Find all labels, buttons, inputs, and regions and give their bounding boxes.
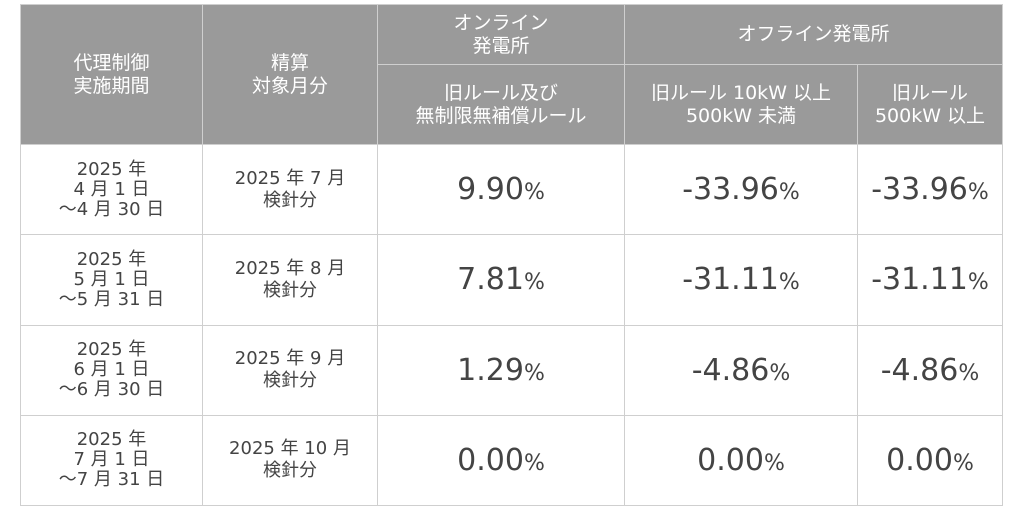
percent-unit: % (523, 270, 545, 296)
period-end: ～5 月 31 日 (58, 288, 165, 310)
billing-month-cell: 2025 年 7 月 検針分 (202, 143, 378, 236)
curtailment-rate-table-container: 代理制御 実施期間 精算 対象月分 オンライン 発電所 オフライン発電所 旧ルー… (20, 4, 1004, 507)
offline-small-rate-value: -4.86 (691, 352, 770, 388)
offline-small-rate-value: -31.11 (682, 262, 779, 298)
header-old-rule-500kw-plus: 旧ルール 500kW 以上 (856, 64, 1004, 145)
table-row: 2025 年 5 月 1 日 ～5 月 31 日 2025 年 8 月 検針分 … (20, 234, 1004, 326)
header-billing-month: 精算 対象月分 (202, 4, 378, 145)
header-col5-line-1: 旧ルール (892, 81, 969, 104)
offline-small-rate-value: -33.96 (682, 172, 779, 208)
billing-month: 2025 年 10 月 (229, 438, 351, 460)
offline-large-rate-value: 0.00 (886, 442, 953, 478)
percent-unit: % (952, 450, 974, 476)
header-old-rule-10kw-500kw: 旧ルール 10kW 以上 500kW 未満 (624, 64, 858, 145)
online-rate-value: 9.90 (457, 172, 524, 208)
online-rate-cell: 7.81% (377, 234, 625, 326)
period-cell: 2025 年 5 月 1 日 ～5 月 31 日 (20, 234, 203, 326)
billing-month-suffix: 検針分 (263, 279, 317, 301)
offline-small-rate-cell: 0.00% (624, 414, 858, 507)
period-cell: 2025 年 6 月 1 日 ～6 月 30 日 (20, 324, 203, 416)
offline-small-rate-cell: -4.86% (624, 324, 858, 416)
offline-large-rate-cell: 0.00% (856, 414, 1004, 507)
header-billing-month-line-1: 精算 (270, 51, 309, 74)
offline-large-rate-cell: -4.86% (856, 324, 1004, 416)
header-online-line-1: オンライン (453, 11, 549, 34)
period-year: 2025 年 (76, 158, 147, 180)
header-period-line-1: 代理制御 (73, 51, 150, 74)
table-row: 2025 年 6 月 1 日 ～6 月 30 日 2025 年 9 月 検針分 … (20, 324, 1004, 416)
billing-month-cell: 2025 年 9 月 検針分 (202, 324, 378, 416)
offline-large-rate-value: -4.86 (880, 352, 959, 388)
header-online-group: オンライン 発電所 (377, 4, 625, 65)
offline-large-rate-cell: -33.96% (856, 143, 1004, 236)
offline-large-rate-cell: -31.11% (856, 234, 1004, 326)
online-rate-cell: 1.29% (377, 324, 625, 416)
header-billing-month-line-2: 対象月分 (251, 74, 328, 97)
header-col5-line-2: 500kW 以上 (874, 104, 986, 127)
header-old-and-unlimited-rule: 旧ルール及び 無制限無補償ルール (377, 64, 625, 145)
online-rate-value: 1.29 (457, 352, 524, 388)
period-cell: 2025 年 4 月 1 日 ～4 月 30 日 (20, 143, 203, 236)
billing-month-suffix: 検針分 (263, 460, 317, 482)
percent-unit: % (958, 360, 980, 386)
billing-month-suffix: 検針分 (263, 189, 317, 211)
percent-unit: % (778, 180, 800, 206)
header-col3-line-2: 無制限無補償ルール (415, 104, 587, 127)
online-rate-value: 0.00 (457, 442, 524, 478)
period-end: ～4 月 30 日 (58, 198, 165, 220)
period-start: 4 月 1 日 (73, 178, 150, 200)
percent-unit: % (778, 270, 800, 296)
header-col4-line-1: 旧ルール 10kW 以上 (650, 81, 832, 104)
period-year: 2025 年 (76, 429, 147, 451)
percent-unit: % (523, 450, 545, 476)
table-body: 2025 年 4 月 1 日 ～4 月 30 日 2025 年 7 月 検針分 … (20, 143, 1004, 507)
offline-small-rate-cell: -33.96% (624, 143, 858, 236)
table-row: 2025 年 7 月 1 日 ～7 月 31 日 2025 年 10 月 検針分… (20, 414, 1004, 507)
percent-unit: % (763, 450, 785, 476)
offline-small-rate-value: 0.00 (697, 442, 764, 478)
period-start: 6 月 1 日 (73, 359, 150, 381)
period-end: ～7 月 31 日 (58, 469, 165, 491)
period-start: 7 月 1 日 (73, 449, 150, 471)
header-period-line-2: 実施期間 (73, 74, 150, 97)
header-col3-line-1: 旧ルール及び (443, 81, 558, 104)
billing-month: 2025 年 8 月 (234, 257, 346, 279)
period-cell: 2025 年 7 月 1 日 ～7 月 31 日 (20, 414, 203, 507)
curtailment-rate-table: 代理制御 実施期間 精算 対象月分 オンライン 発電所 オフライン発電所 旧ルー… (20, 4, 1004, 507)
billing-month: 2025 年 7 月 (234, 167, 346, 189)
period-end: ～6 月 30 日 (58, 379, 165, 401)
period-start: 5 月 1 日 (73, 268, 150, 290)
period-year: 2025 年 (76, 339, 147, 361)
online-rate-value: 7.81 (457, 262, 524, 298)
online-rate-cell: 9.90% (377, 143, 625, 236)
offline-small-rate-cell: -31.11% (624, 234, 858, 326)
table-row: 2025 年 4 月 1 日 ～4 月 30 日 2025 年 7 月 検針分 … (20, 143, 1004, 236)
offline-large-rate-value: -33.96 (871, 172, 968, 208)
percent-unit: % (967, 270, 989, 296)
percent-unit: % (769, 360, 791, 386)
header-period: 代理制御 実施期間 (20, 4, 203, 145)
billing-month-cell: 2025 年 8 月 検針分 (202, 234, 378, 326)
header-offline-group: オフライン発電所 (623, 4, 1004, 65)
period-year: 2025 年 (76, 248, 147, 270)
billing-month: 2025 年 9 月 (234, 348, 346, 370)
header-col4-line-2: 500kW 未満 (685, 104, 797, 127)
percent-unit: % (523, 360, 545, 386)
percent-unit: % (967, 180, 989, 206)
offline-large-rate-value: -31.11 (871, 262, 968, 298)
billing-month-cell: 2025 年 10 月 検針分 (202, 414, 378, 507)
billing-month-suffix: 検針分 (263, 370, 317, 392)
table-header: 代理制御 実施期間 精算 対象月分 オンライン 発電所 オフライン発電所 旧ルー… (20, 4, 1004, 145)
online-rate-cell: 0.00% (377, 414, 625, 507)
percent-unit: % (523, 180, 545, 206)
header-online-line-2: 発電所 (472, 34, 530, 57)
